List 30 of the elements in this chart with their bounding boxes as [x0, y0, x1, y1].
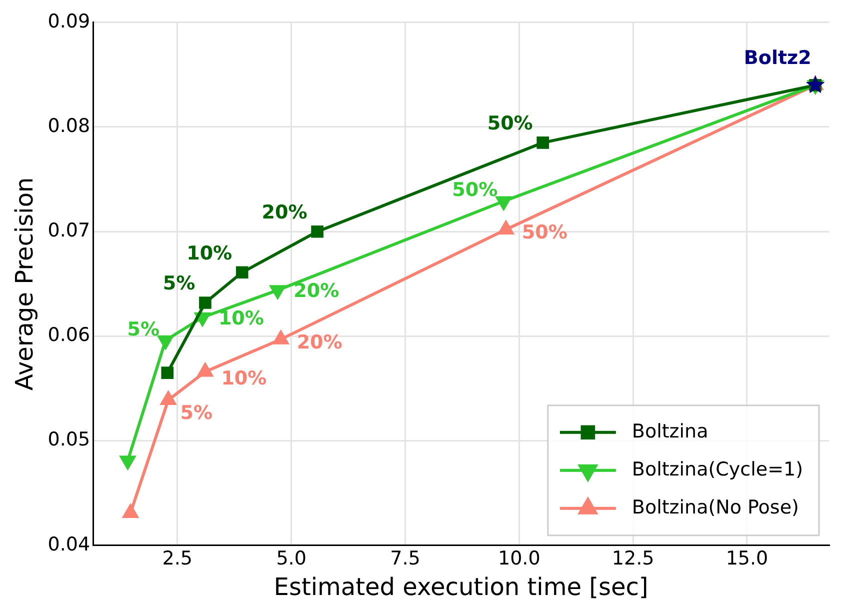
y-tick-label: 0.08 — [48, 114, 90, 137]
x-tick-label: 2.5 — [162, 548, 193, 570]
annotation: 10% — [186, 242, 232, 264]
x-axis-title: Estimated execution time [sec] — [274, 572, 648, 601]
y-tick-label: 0.04 — [48, 533, 90, 556]
x-tick-label: 5.0 — [276, 548, 306, 570]
y-tick-label: 0.06 — [48, 324, 90, 346]
legend-label: Boltzina(No Pose) — [632, 496, 799, 518]
annotation: 5% — [127, 318, 160, 340]
annotation: 5% — [162, 272, 196, 295]
x-tick-label: 7.5 — [390, 548, 420, 570]
annotation: 20% — [294, 280, 340, 302]
series-label: Boltz2 — [744, 47, 812, 70]
y-axis-title: Average Precision — [10, 177, 39, 391]
x-tick-label: 10.0 — [498, 548, 540, 570]
annotation: 10% — [218, 307, 264, 330]
annotation: 20% — [262, 202, 308, 224]
x-tick-label: 12.5 — [612, 548, 654, 570]
annotation: 50% — [522, 221, 568, 244]
y-tick-label: 0.07 — [48, 220, 90, 242]
annotation: 10% — [221, 368, 267, 390]
x-tick-label: 15.0 — [726, 548, 768, 570]
annotation: 20% — [296, 331, 342, 354]
y-tick-label: 0.09 — [48, 10, 90, 32]
legend-label: Boltzina(Cycle=1) — [632, 458, 804, 480]
legend-label: Boltzina — [632, 420, 708, 442]
annotation: 50% — [452, 179, 498, 202]
annotation: 50% — [487, 112, 533, 135]
y-tick-label: 0.05 — [48, 428, 90, 451]
annotation: 5% — [180, 402, 213, 424]
